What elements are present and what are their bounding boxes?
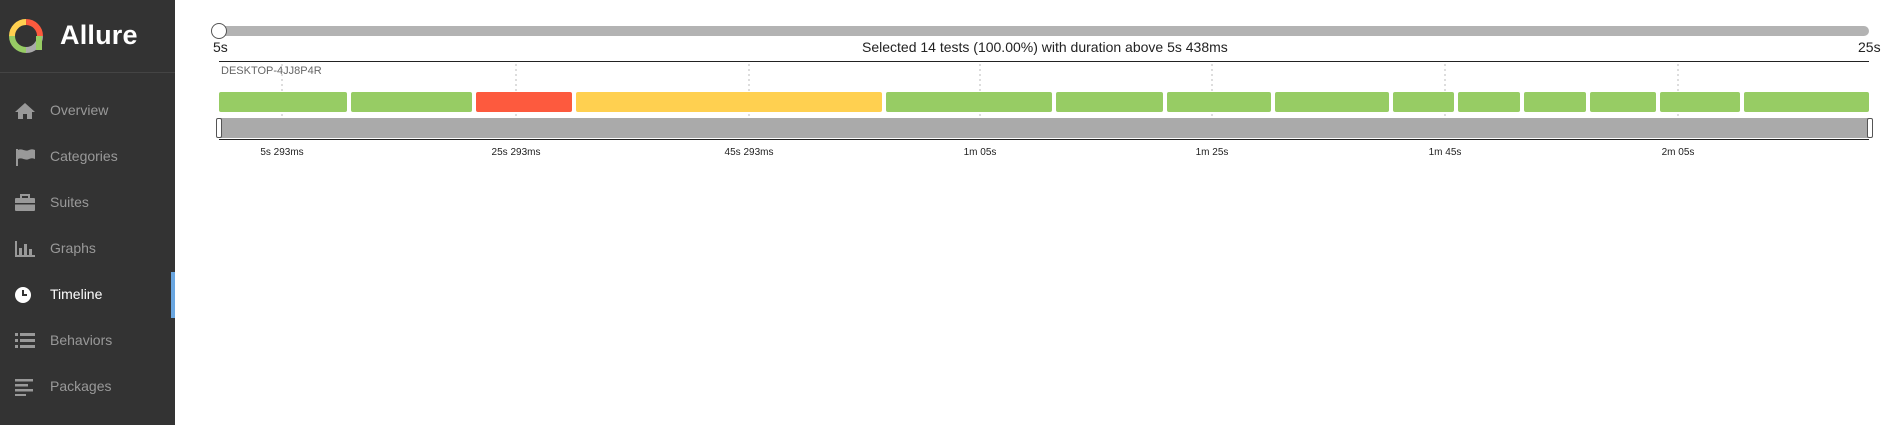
axis-tick-label: 5s 293ms	[260, 147, 304, 158]
test-segment-passed[interactable]	[1167, 92, 1271, 112]
axis-tick-label: 2m 05s	[1661, 147, 1695, 158]
test-segment-passed[interactable]	[1393, 92, 1454, 112]
duration-slider-handle[interactable]	[211, 23, 227, 39]
sidebar-item-suites[interactable]: Suites	[0, 180, 175, 226]
axis-tick-label: 1m 25s	[1195, 147, 1229, 158]
axis-tick-label: 1m 05s	[963, 147, 997, 158]
home-icon	[15, 103, 35, 119]
sidebar-item-label: Categories	[50, 148, 118, 164]
list-icon	[15, 333, 35, 348]
test-segment-passed[interactable]	[1590, 92, 1656, 112]
test-segment-passed[interactable]	[1660, 92, 1740, 112]
sidebar-item-label: Overview	[50, 102, 109, 118]
host-label: DESKTOP-4JJ8P4R	[221, 65, 322, 77]
sidebar-item-graphs[interactable]: Graphs	[0, 226, 175, 272]
selected-tests-summary: Selected 14 tests (100.00%) with duratio…	[862, 39, 1228, 55]
axis-tick-label: 45s 293ms	[724, 147, 774, 158]
align-left-icon	[15, 379, 33, 396]
test-segment-passed[interactable]	[1275, 92, 1389, 112]
sidebar-item-label: Packages	[50, 378, 112, 394]
timeline-chart	[219, 64, 1869, 140]
test-segment-passed[interactable]	[1056, 92, 1163, 112]
sidebar-item-categories[interactable]: Categories	[0, 134, 175, 180]
test-segment-broken[interactable]	[576, 92, 882, 112]
sidebar-item-label: Timeline	[50, 286, 103, 302]
sidebar-item-overview[interactable]: Overview	[0, 88, 175, 134]
sidebar-item-label: Suites	[50, 194, 89, 210]
test-segment-failed[interactable]	[476, 92, 572, 112]
axis-tick-label: 1m 45s	[1428, 147, 1462, 158]
timeline-panel: 5s Selected 14 tests (100.00%) with dura…	[175, 0, 1892, 425]
sidebar-item-behaviors[interactable]: Behaviors	[0, 318, 175, 364]
sidebar-item-label: Behaviors	[50, 332, 113, 348]
bar-chart-icon	[15, 241, 35, 257]
flag-icon	[16, 149, 35, 166]
brush-handle-left[interactable]	[216, 118, 222, 138]
allure-logo-icon	[9, 19, 43, 53]
sidebar-item-label: Graphs	[50, 240, 96, 256]
sidebar-item-packages[interactable]: Packages	[0, 364, 175, 410]
duration-slider-track[interactable]	[219, 26, 1869, 36]
test-segment-passed[interactable]	[1458, 92, 1520, 112]
test-segment-passed[interactable]	[351, 92, 472, 112]
sidebar: Allure Overview Categories Suites Graph	[0, 0, 175, 425]
test-segment-passed[interactable]	[219, 92, 347, 112]
sidebar-item-timeline[interactable]: Timeline	[0, 272, 175, 318]
test-segment-passed[interactable]	[1744, 92, 1869, 112]
duration-max-label: 25s	[1858, 39, 1881, 55]
timeline-top-axis	[219, 61, 1869, 62]
axis-tick-label: 25s 293ms	[491, 147, 541, 158]
duration-min-label: 5s	[213, 39, 228, 55]
briefcase-icon	[15, 194, 35, 211]
test-segment-passed[interactable]	[1524, 92, 1586, 112]
brand[interactable]: Allure	[0, 0, 175, 73]
timeline-brush[interactable]	[219, 118, 1869, 138]
timeline-bottom-axis	[219, 139, 1869, 140]
clock-icon	[15, 287, 31, 303]
brush-handle-right[interactable]	[1867, 118, 1873, 138]
brand-name: Allure	[60, 20, 138, 50]
test-segment-passed[interactable]	[886, 92, 1052, 112]
